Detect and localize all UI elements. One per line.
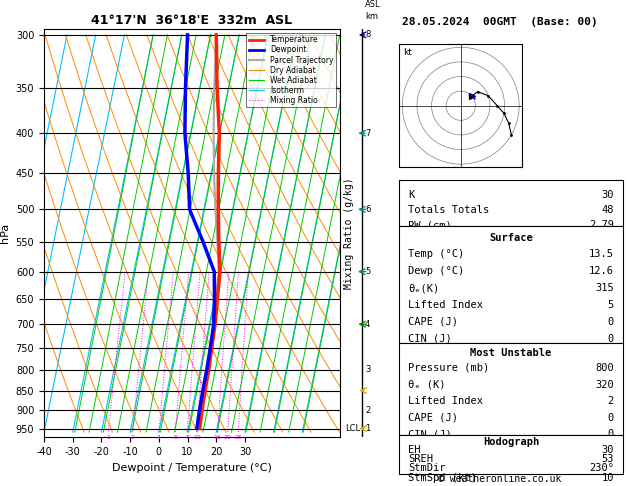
Text: EH: EH xyxy=(408,445,421,455)
Text: Hodograph: Hodograph xyxy=(483,437,539,447)
Text: 0: 0 xyxy=(608,413,614,423)
Text: 315: 315 xyxy=(595,283,614,293)
Text: Lifted Index: Lifted Index xyxy=(408,396,483,406)
Text: 1: 1 xyxy=(365,424,370,433)
Text: 0: 0 xyxy=(608,317,614,327)
FancyBboxPatch shape xyxy=(399,435,623,474)
Text: 12.6: 12.6 xyxy=(589,266,614,276)
Text: CAPE (J): CAPE (J) xyxy=(408,317,459,327)
Text: 30: 30 xyxy=(601,190,614,200)
Text: Mixing Ratio (g/kg): Mixing Ratio (g/kg) xyxy=(344,177,354,289)
X-axis label: Dewpoint / Temperature (°C): Dewpoint / Temperature (°C) xyxy=(112,463,272,473)
Text: 230°: 230° xyxy=(589,463,614,473)
Text: 6: 6 xyxy=(174,435,177,440)
Text: 800: 800 xyxy=(595,363,614,373)
Y-axis label: hPa: hPa xyxy=(0,223,10,243)
Text: 53: 53 xyxy=(601,454,614,464)
Text: StmSpd (kt): StmSpd (kt) xyxy=(408,473,477,483)
Text: 2.79: 2.79 xyxy=(589,221,614,230)
Text: 1: 1 xyxy=(106,435,110,440)
Text: 28.05.2024  00GMT  (Base: 00): 28.05.2024 00GMT (Base: 00) xyxy=(402,17,598,27)
Text: 6: 6 xyxy=(365,205,370,214)
Text: 8: 8 xyxy=(186,435,189,440)
Text: CIN (J): CIN (J) xyxy=(408,430,452,439)
Text: 2: 2 xyxy=(365,405,370,415)
Text: SREH: SREH xyxy=(408,454,433,464)
Text: Surface: Surface xyxy=(489,233,533,243)
Text: ASL: ASL xyxy=(365,0,381,9)
Text: 25: 25 xyxy=(235,435,242,440)
Text: 2: 2 xyxy=(608,396,614,406)
Text: 10: 10 xyxy=(601,473,614,483)
Text: 10: 10 xyxy=(193,435,201,440)
FancyBboxPatch shape xyxy=(399,180,623,226)
Text: 2: 2 xyxy=(131,435,135,440)
Text: θₑ(K): θₑ(K) xyxy=(408,283,440,293)
FancyBboxPatch shape xyxy=(399,343,623,435)
Text: Most Unstable: Most Unstable xyxy=(470,348,552,358)
Text: 48: 48 xyxy=(601,205,614,215)
Text: 4: 4 xyxy=(365,320,370,329)
Text: 20: 20 xyxy=(224,435,231,440)
Text: StmDir: StmDir xyxy=(408,463,446,473)
Text: Temp (°C): Temp (°C) xyxy=(408,249,465,260)
Text: Lifted Index: Lifted Index xyxy=(408,300,483,310)
Text: θₑ (K): θₑ (K) xyxy=(408,380,446,390)
Text: 0: 0 xyxy=(608,430,614,439)
Text: 13.5: 13.5 xyxy=(589,249,614,260)
Legend: Temperature, Dewpoint, Parcel Trajectory, Dry Adiabat, Wet Adiabat, Isotherm, Mi: Temperature, Dewpoint, Parcel Trajectory… xyxy=(247,33,336,107)
Text: kt: kt xyxy=(403,48,412,57)
Text: 3: 3 xyxy=(365,365,370,374)
Text: CAPE (J): CAPE (J) xyxy=(408,413,459,423)
Text: Totals Totals: Totals Totals xyxy=(408,205,489,215)
Title: 41°17'N  36°18'E  332m  ASL: 41°17'N 36°18'E 332m ASL xyxy=(91,14,292,27)
Text: © weatheronline.co.uk: © weatheronline.co.uk xyxy=(438,473,562,484)
Text: 16: 16 xyxy=(214,435,221,440)
Text: km: km xyxy=(365,12,378,21)
Text: K: K xyxy=(408,190,415,200)
Text: 0: 0 xyxy=(608,334,614,344)
FancyBboxPatch shape xyxy=(399,226,623,343)
Text: Pressure (mb): Pressure (mb) xyxy=(408,363,489,373)
Text: 30: 30 xyxy=(601,445,614,455)
Text: LCL: LCL xyxy=(345,424,360,433)
Text: PW (cm): PW (cm) xyxy=(408,221,452,230)
Text: 8: 8 xyxy=(365,31,370,39)
Text: 7: 7 xyxy=(365,129,370,138)
Text: 320: 320 xyxy=(595,380,614,390)
Text: Dewp (°C): Dewp (°C) xyxy=(408,266,465,276)
Text: 5: 5 xyxy=(365,267,370,276)
Text: 5: 5 xyxy=(608,300,614,310)
Text: CIN (J): CIN (J) xyxy=(408,334,452,344)
Text: 4: 4 xyxy=(157,435,161,440)
